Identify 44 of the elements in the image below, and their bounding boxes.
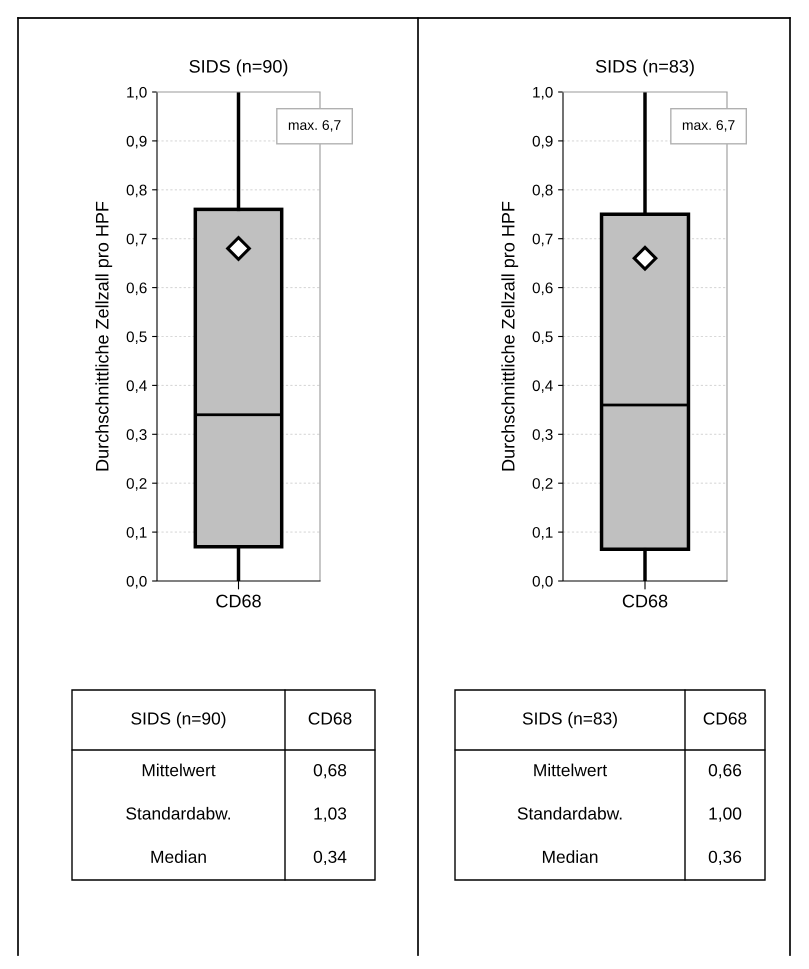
text: 0,68 bbox=[314, 764, 346, 778]
y-tick-label: 0,7 bbox=[532, 234, 553, 246]
y-tick-label: 0,8 bbox=[532, 184, 553, 198]
text: 1,00 bbox=[709, 807, 742, 822]
y-tick-label: 0,6 bbox=[126, 282, 147, 296]
text: SIDS (n=90) bbox=[131, 712, 226, 728]
text: Standardabw. bbox=[126, 806, 230, 820]
y-tick-label: 0,4 bbox=[126, 380, 147, 393]
y-tick-label: 0,4 bbox=[532, 380, 553, 393]
y-tick-label: 0,1 bbox=[532, 526, 553, 540]
annotation: max. 6,7 bbox=[682, 120, 735, 132]
text: 0,36 bbox=[708, 850, 742, 866]
text: Median bbox=[151, 850, 206, 863]
y-tick-label: 0,6 bbox=[532, 282, 553, 296]
chart-title: SIDS (n=83) bbox=[596, 59, 694, 76]
annotation: max. 6,7 bbox=[288, 120, 340, 132]
text: Standardabw. bbox=[518, 806, 622, 820]
text: Mittelwert bbox=[142, 764, 216, 776]
y-tick-label: 0,3 bbox=[126, 429, 147, 442]
y-tick-label: 0,5 bbox=[532, 331, 553, 344]
y-tick-label: 0,8 bbox=[126, 184, 147, 198]
y-tick-label: 0,5 bbox=[126, 331, 147, 344]
text: CD68 bbox=[704, 712, 746, 725]
y-tick-label: 0,3 bbox=[532, 429, 553, 442]
y-tick-label: 0,2 bbox=[532, 478, 553, 491]
text: 0,34 bbox=[314, 850, 346, 866]
y-tick-label: 0,9 bbox=[532, 136, 553, 148]
y-tick-label: 0,0 bbox=[126, 576, 147, 588]
text: Mittelwert bbox=[534, 764, 608, 776]
chart-title: SIDS (n=90) bbox=[189, 59, 288, 76]
text: 0,66 bbox=[708, 764, 742, 778]
y-tick-label: 0,1 bbox=[126, 526, 147, 540]
y-tick-label: 1,0 bbox=[533, 86, 553, 100]
text: 1,03 bbox=[314, 807, 346, 822]
y-tick-label: 0,7 bbox=[126, 234, 147, 246]
text: CD68 bbox=[308, 712, 352, 725]
y-tick-label: 0,9 bbox=[126, 136, 147, 148]
y-axis-title: Durchschnittliche Zellzall pro HPF bbox=[501, 202, 518, 470]
text: SIDS (n=83) bbox=[522, 712, 617, 728]
y-tick-label: 0,0 bbox=[532, 576, 553, 588]
text: Median bbox=[542, 850, 598, 863]
y-axis-title: Durchschnittliche Zellzall pro HPF bbox=[95, 202, 112, 470]
y-tick-label: 0,2 bbox=[126, 478, 147, 491]
y-tick-label: 1,0 bbox=[127, 86, 147, 100]
